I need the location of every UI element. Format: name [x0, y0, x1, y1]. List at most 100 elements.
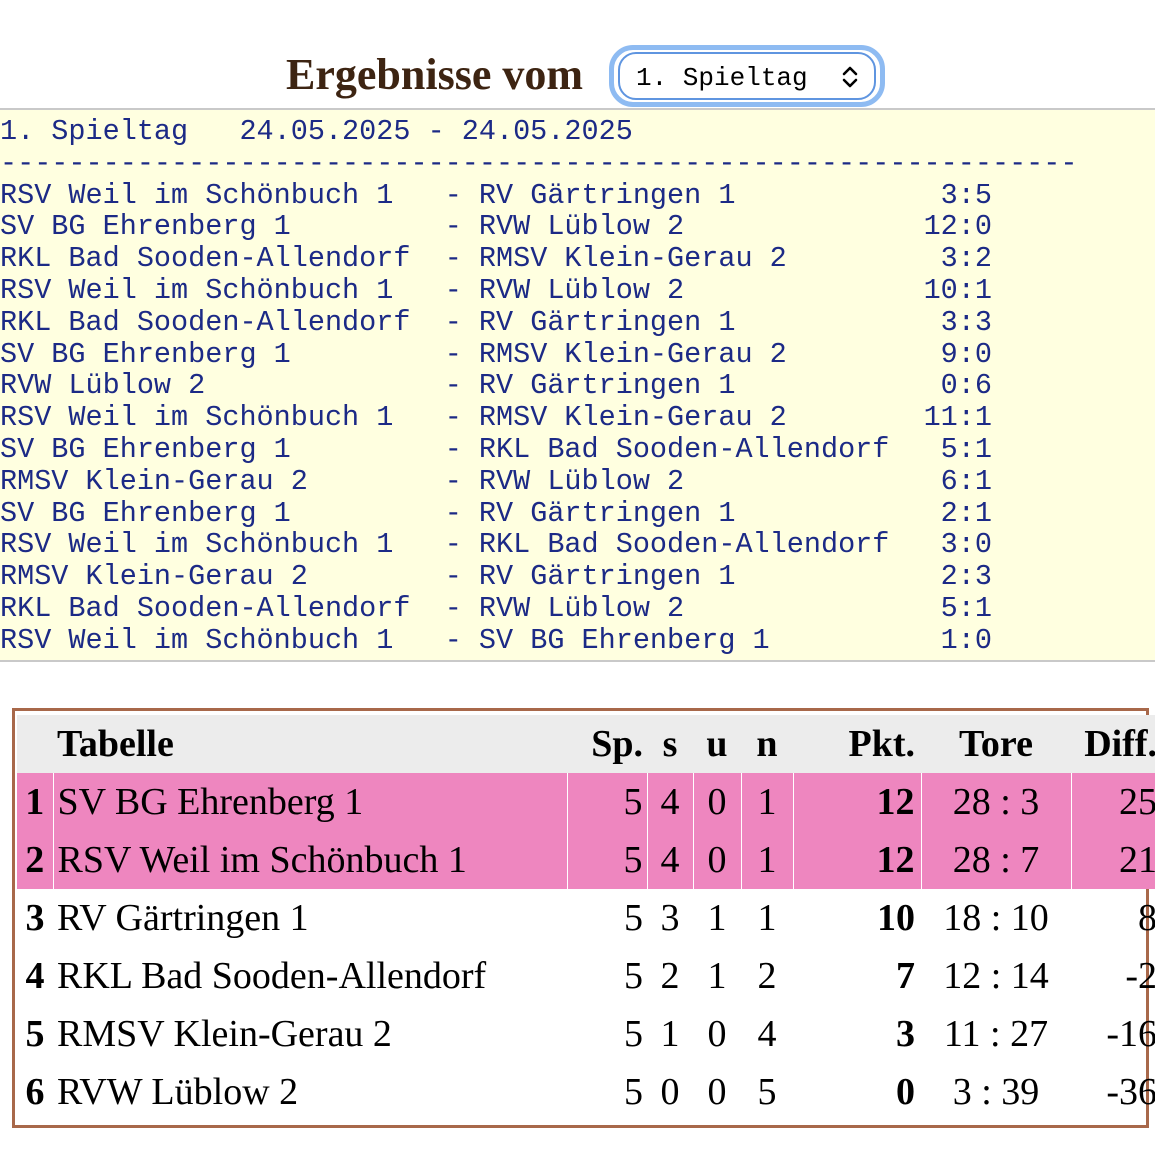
games-played: 5: [624, 1071, 643, 1113]
standings-row: 1 SV BG Ehrenberg 1 5 4 0 1 12 28 : 3 25: [17, 773, 1155, 831]
match-home-team: SV BG Ehrenberg 1: [0, 337, 445, 371]
select-focus-ring: [609, 45, 885, 107]
match-home-team: RSV Weil im Schönbuch 1: [0, 623, 445, 657]
match-line: RMSV Klein-Gerau 2 - RVW Lüblow 2 6:1: [0, 465, 992, 498]
team-name: RMSV Klein-Gerau 2: [57, 1013, 392, 1055]
match-line: RSV Weil im Schönbuch 1 - RKL Bad Sooden…: [0, 528, 992, 561]
match-away-team: RV Gärtringen 1: [478, 560, 890, 594]
match-line: SV BG Ehrenberg 1 - RKL Bad Sooden-Allen…: [0, 433, 992, 466]
team-name: RKL Bad Sooden-Allendorf: [57, 955, 487, 997]
match-home-team: RSV Weil im Schönbuch 1: [0, 401, 445, 435]
team-name: RSV Weil im Schönbuch 1: [52, 831, 567, 889]
header-s: s: [662, 723, 678, 765]
points: 10: [877, 897, 915, 939]
match-dash: -: [444, 242, 479, 276]
match-score: 3:3: [889, 305, 992, 339]
match-line: RKL Bad Sooden-Allendorf - RV Gärtringen…: [0, 306, 992, 339]
results-separator: ----------------------------------------…: [0, 146, 1078, 180]
match-score: 1:0: [889, 623, 992, 657]
match-home-team: RMSV Klein-Gerau 2: [0, 560, 445, 594]
goal-difference: 8: [1138, 897, 1155, 939]
results-text: 1. Spieltag 24.05.2025 - 24.05.2025 ----…: [0, 116, 1077, 657]
points: 0: [896, 1071, 915, 1113]
header-table: Tabelle: [57, 723, 174, 765]
draws: 0: [707, 1071, 727, 1113]
goal-difference: -16: [1106, 1013, 1155, 1055]
match-line: SV BG Ehrenberg 1 - RV Gärtringen 1 2:1: [0, 497, 992, 530]
goals: 28 : 3: [920, 773, 1071, 831]
goals: 28 : 7: [920, 831, 1071, 889]
wins: 4: [646, 773, 693, 831]
match-away-team: RVW Lüblow 2: [478, 210, 890, 244]
rank-cell: 3: [25, 897, 45, 939]
match-dash: -: [444, 560, 479, 594]
standings-row: 5 RMSV Klein-Gerau 2 5 1 0 4 3 11 : 27 -16: [17, 1005, 1155, 1063]
games-played: 5: [566, 831, 647, 889]
draws: 0: [707, 1013, 727, 1055]
losses: 1: [740, 831, 793, 889]
team-name: SV BG Ehrenberg 1: [52, 773, 567, 831]
match-score: 12:0: [889, 210, 992, 244]
team-name: RV Gärtringen 1: [57, 897, 309, 939]
losses: 1: [757, 897, 777, 939]
wins: 2: [660, 955, 680, 997]
matchday-select[interactable]: 1. Spieltag: [618, 52, 876, 100]
standings-table-container: Tabelle Sp. s u n Pkt. Tore Diff. 1 SV BG…: [12, 708, 1155, 1128]
match-dash: -: [444, 401, 479, 435]
points: 12: [792, 773, 921, 831]
goals: 3 : 39: [952, 1071, 1040, 1113]
match-home-team: SV BG Ehrenberg 1: [0, 210, 445, 244]
match-away-team: RV Gärtringen 1: [478, 496, 890, 530]
standings-table: Tabelle Sp. s u n Pkt. Tore Diff. 1 SV BG…: [17, 715, 1155, 1121]
match-line: RSV Weil im Schönbuch 1 - RVW Lüblow 2 1…: [0, 274, 992, 307]
match-line: RSV Weil im Schönbuch 1 - RV Gärtringen …: [0, 179, 992, 212]
goal-difference: -2: [1125, 955, 1155, 997]
losses: 4: [757, 1013, 777, 1055]
games-played: 5: [566, 773, 647, 831]
match-away-team: RMSV Klein-Gerau 2: [478, 337, 890, 371]
match-line: RMSV Klein-Gerau 2 - RV Gärtringen 1 2:3: [0, 560, 992, 593]
draws: 1: [707, 955, 727, 997]
match-away-team: RKL Bad Sooden-Allendorf: [478, 528, 890, 562]
match-dash: -: [444, 210, 479, 244]
header-n: n: [756, 723, 778, 765]
match-score: 2:1: [889, 496, 992, 530]
header-diff: Diff.: [1084, 723, 1155, 765]
match-score: 9:0: [889, 337, 992, 371]
match-score: 3:0: [889, 528, 992, 562]
matchday-select-value: 1. Spieltag: [636, 63, 808, 93]
games-played: 5: [624, 955, 643, 997]
rank-cell: 2: [25, 839, 45, 881]
games-played: 5: [624, 1013, 643, 1055]
results-heading-row: Ergebnisse vom 1. Spieltag: [0, 44, 1155, 107]
match-dash: -: [444, 273, 479, 307]
match-home-team: RMSV Klein-Gerau 2: [0, 464, 445, 498]
rank-cell: 5: [25, 1013, 45, 1055]
wins: 4: [646, 831, 693, 889]
match-away-team: RVW Lüblow 2: [478, 591, 890, 625]
standings-header-row: Tabelle Sp. s u n Pkt. Tore Diff.: [17, 715, 1155, 773]
match-home-team: SV BG Ehrenberg 1: [0, 432, 445, 466]
match-line: RSV Weil im Schönbuch 1 - SV BG Ehrenber…: [0, 624, 992, 657]
match-score: 10:1: [889, 273, 992, 307]
header-sp: Sp.: [591, 723, 643, 765]
match-away-team: SV BG Ehrenberg 1: [478, 623, 890, 657]
match-away-team: RV Gärtringen 1: [478, 305, 890, 339]
results-header: 1. Spieltag 24.05.2025 - 24.05.2025: [0, 115, 633, 148]
match-score: 5:1: [889, 432, 992, 466]
match-home-team: SV BG Ehrenberg 1: [0, 496, 445, 530]
goals: 12 : 14: [943, 955, 1049, 997]
match-score: 6:1: [889, 464, 992, 498]
results-panel: 1. Spieltag 24.05.2025 - 24.05.2025 ----…: [0, 108, 1155, 662]
match-dash: -: [444, 623, 479, 657]
match-home-team: RSV Weil im Schönbuch 1: [0, 178, 445, 212]
games-played: 5: [624, 897, 643, 939]
wins: 0: [660, 1071, 680, 1113]
match-dash: -: [444, 591, 479, 625]
points: 3: [896, 1013, 915, 1055]
standings-body: 1 SV BG Ehrenberg 1 5 4 0 1 12 28 : 3 25 2 RSV Wei…: [17, 773, 1155, 1121]
header-u: u: [706, 723, 728, 765]
match-home-team: RSV Weil im Schönbuch 1: [0, 528, 445, 562]
draws: 0: [692, 773, 741, 831]
chevron-up-down-icon: [842, 66, 858, 88]
